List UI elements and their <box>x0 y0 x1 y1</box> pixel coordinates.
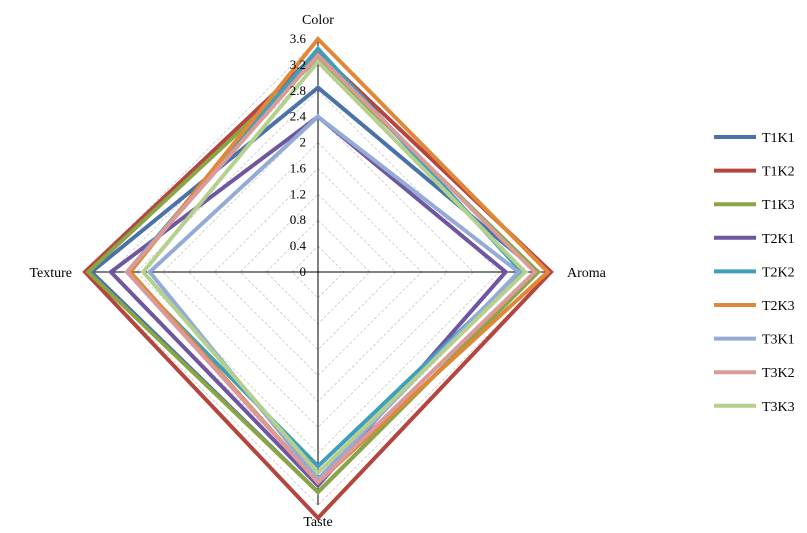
legend-item-t2k3: T2K3 <box>714 299 795 314</box>
axis-label-color: Color <box>302 13 334 28</box>
tick-label: 0 <box>300 264 307 279</box>
series-lines <box>82 35 554 521</box>
tick-label: 2.8 <box>290 83 306 98</box>
legend-label: T1K1 <box>762 131 795 146</box>
series-t2k2 <box>124 45 525 469</box>
tick-label: 1.6 <box>290 160 307 175</box>
tick-labels: 0 0.4 0.8 1.2 1.6 2 2.4 2.8 3.2 3.6 <box>290 31 307 279</box>
axis-label-taste: Taste <box>303 515 332 530</box>
tick-label: 0.4 <box>290 238 307 253</box>
legend-label: T2K2 <box>762 265 795 280</box>
legend-label: T2K3 <box>762 299 795 314</box>
legend-item-t1k1: T1K1 <box>714 131 795 146</box>
axis-label-texture: Texture <box>29 266 72 281</box>
series-t3k2 <box>124 52 538 486</box>
grid-ring <box>162 116 474 428</box>
tick-label: 2 <box>300 135 307 150</box>
legend-item-t1k2: T1K2 <box>714 165 795 180</box>
legend: T1K1 T1K2 T1K3 T2K1 T2K2 T2K3 T3K1 T3K2 T3K3 <box>714 131 795 415</box>
legend-item-t3k3: T3K3 <box>714 400 795 415</box>
legend-label: T2K1 <box>762 232 795 247</box>
series-t3k3 <box>140 58 528 476</box>
legend-label: T3K2 <box>762 366 795 381</box>
series-t3k1 <box>146 114 522 483</box>
legend-label: T1K2 <box>762 165 795 180</box>
tick-label: 1.2 <box>290 186 306 201</box>
grid-ring <box>239 193 397 351</box>
tick-label: 3.2 <box>290 57 306 72</box>
legend-item-t3k1: T3K1 <box>714 333 795 348</box>
legend-item-t1k3: T1K3 <box>714 198 795 213</box>
axis-labels: Color Aroma Taste Texture <box>29 13 606 530</box>
axes <box>85 39 551 505</box>
legend-item-t2k2: T2K2 <box>714 265 795 280</box>
legend-item-t3k2: T3K2 <box>714 366 795 381</box>
series-t2k1 <box>107 114 509 489</box>
tick-label: 2.4 <box>290 109 307 124</box>
tick-label: 0.8 <box>290 212 306 227</box>
tick-label: 3.6 <box>290 31 307 46</box>
legend-label: T3K1 <box>762 333 795 348</box>
legend-label: T1K3 <box>762 198 795 213</box>
legend-item-t2k1: T2K1 <box>714 232 795 247</box>
grid-ring <box>291 245 345 299</box>
axis-label-aroma: Aroma <box>567 266 607 281</box>
legend-label: T3K3 <box>762 400 795 415</box>
